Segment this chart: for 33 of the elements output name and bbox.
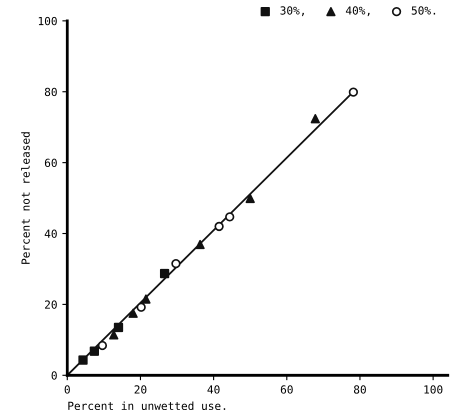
x-tick-label: 20 [134,385,146,394]
point [128,308,138,318]
y-tick-label: 0 [52,371,57,380]
x-tick-label: 40 [207,385,220,394]
y-tick-label: 80 [44,88,57,96]
point [160,268,170,278]
y-tick-label: 40 [44,230,57,238]
x-axis-title: Percent in unwetted use. [68,401,226,410]
point [310,114,320,124]
point [171,259,181,268]
y-axis-title: Percent not released [21,132,30,264]
point [225,212,234,222]
legend-label: 40%, [346,6,370,16]
x-tick-label: 100 [424,385,442,394]
x-tick-label: 80 [354,385,366,394]
point [98,340,108,350]
point [114,322,124,332]
point [195,240,205,250]
legend-label: 50%. [412,6,436,15]
point [136,302,146,312]
point [109,330,118,340]
point [348,87,358,97]
x-tick-label: 60 [280,385,293,394]
point [78,355,88,365]
y-tick-label: 20 [45,300,57,309]
legend-label: 30%, [280,6,304,16]
x-tick-label: 0 [64,385,70,394]
y-tick-label: 100 [38,16,57,26]
y-tick-label: 60 [44,158,57,168]
point [246,194,255,204]
point [90,346,99,356]
point [141,294,151,304]
point [214,222,224,232]
